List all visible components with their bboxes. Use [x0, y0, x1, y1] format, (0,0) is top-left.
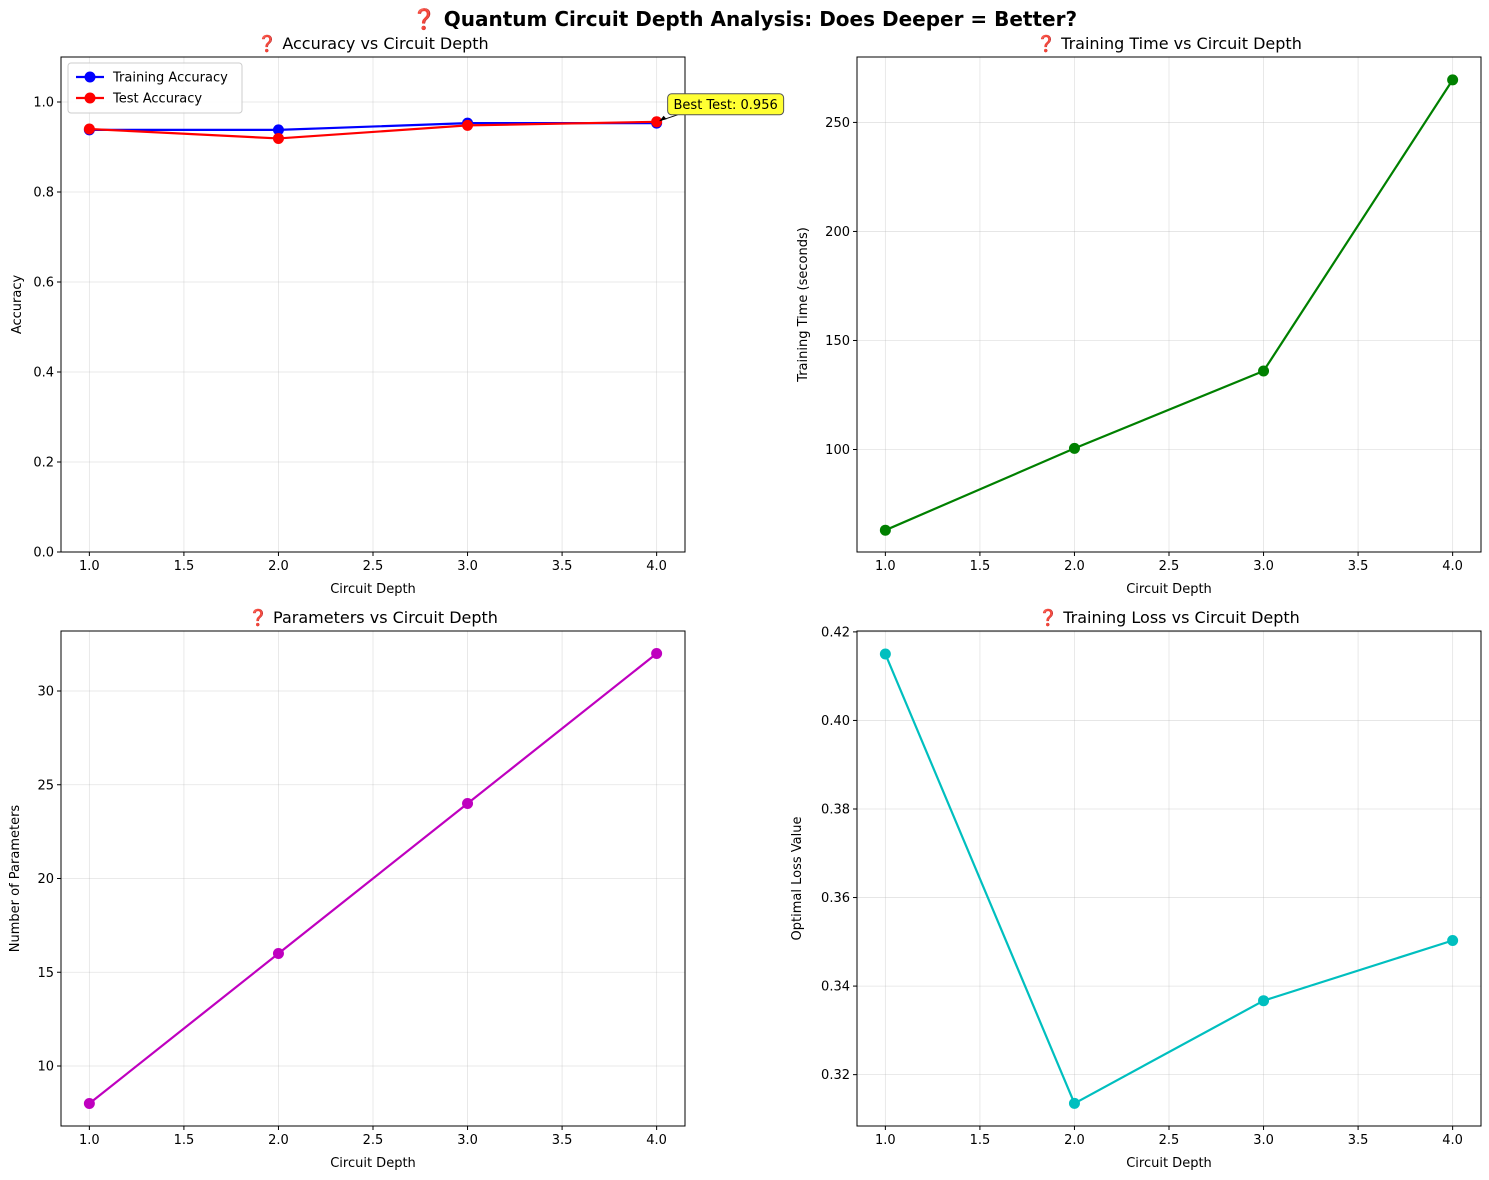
x-tick-label: 1.0: [875, 1133, 896, 1148]
data-point-time-0-0: [879, 524, 891, 536]
y-tick-label: 0.36: [821, 891, 850, 906]
series-line-accuracy-1: [89, 120, 657, 140]
data-point-accuracy-1-1: [272, 132, 284, 144]
chart-title: ❓ Accuracy vs Circuit Depth: [257, 34, 488, 53]
chart-params: 1.0 1.5 2.0 2.5 3.0 3.5 4.0 10 15 20 25 30 ❓ Paramet…: [8, 608, 686, 1171]
y-tick-label: 30: [37, 685, 54, 700]
x-tick-label: 4.0: [646, 1133, 667, 1148]
x-tick-label: 2.0: [1064, 1133, 1085, 1148]
y-tick-label: 0.0: [33, 546, 54, 561]
x-tick-label: 3.0: [1253, 1133, 1274, 1148]
x-tick-label: 2.0: [268, 1133, 289, 1148]
x-tick-label: 2.5: [1159, 1133, 1180, 1148]
legend-marker: [84, 92, 96, 104]
data-point-params-0-2: [462, 798, 474, 809]
data-point-accuracy-1-0: [83, 123, 95, 135]
y-tick-label: 0.42: [821, 625, 850, 640]
chart-title: ❓ Parameters vs Circuit Depth: [248, 608, 498, 627]
series-line-time-0: [884, 79, 1454, 532]
y-tick-label: 20: [37, 872, 54, 887]
y-tick-label: 100: [825, 443, 850, 458]
y-tick-label: 150: [825, 334, 850, 349]
annotation-label: Best Test: 0.956: [674, 98, 778, 113]
x-tick-label: 2.0: [1064, 559, 1085, 574]
data-point-accuracy-1-3: [651, 116, 663, 128]
legend: Training Accuracy Test Accuracy: [67, 62, 243, 114]
chart-loss: 1.0 1.5 2.0 2.5 3.0 3.5 4.0 0.32 0.34 0.36 0.38 0.4…: [790, 608, 1482, 1171]
x-axis-label: Circuit Depth: [330, 1156, 416, 1171]
x-axis-label: Circuit Depth: [330, 582, 416, 597]
x-tick-label: 1.0: [875, 559, 896, 574]
x-tick-label: 1.5: [970, 1133, 991, 1148]
chart-title: ❓ Training Loss vs Circuit Depth: [1038, 608, 1300, 627]
x-tick-label: 1.5: [970, 559, 991, 574]
data-point-loss-0-0: [879, 648, 891, 660]
y-tick-label: 1.0: [33, 96, 54, 111]
data-point-loss-0-1: [1068, 1097, 1080, 1109]
y-tick-label: 0.2: [33, 456, 54, 471]
x-tick-label: 2.5: [363, 559, 384, 574]
y-tick-label: 0.8: [33, 186, 54, 201]
data-point-params-0-1: [272, 948, 284, 959]
y-tick-label: 0.34: [821, 980, 850, 995]
x-tick-label: 1.5: [174, 1133, 195, 1148]
series-line-loss-0: [884, 653, 1453, 1105]
y-tick-label: 10: [37, 1060, 54, 1075]
y-axis-label: Optimal Loss Value: [790, 817, 805, 941]
y-tick-label: 15: [37, 966, 54, 981]
x-tick-label: 4.0: [1442, 1133, 1463, 1148]
chart-accuracy: 1.0 1.5 2.0 2.5 3.0 3.5 4.0 0.0 0.2 0.4 0.6 0.8 1.0 ❓…: [10, 34, 785, 597]
figure-title: ❓ Quantum Circuit Depth Analysis: Does D…: [412, 7, 1077, 31]
x-tick-label: 2.5: [1159, 559, 1180, 574]
series-line-params-0: [88, 652, 658, 1105]
x-tick-label: 1.0: [79, 1133, 100, 1148]
y-axis-label: Number of Parameters: [8, 805, 23, 953]
data-point-time-0-3: [1447, 74, 1459, 86]
y-tick-label: 250: [825, 116, 850, 131]
x-tick-label: 3.0: [457, 559, 478, 574]
y-tick-label: 0.32: [821, 1068, 850, 1083]
data-point-params-0-0: [83, 1098, 95, 1109]
chart-title: ❓ Training Time vs Circuit Depth: [1036, 34, 1302, 53]
x-tick-label: 3.5: [1348, 1133, 1369, 1148]
x-tick-label: 4.0: [1442, 559, 1463, 574]
legend-entry-label: Test Accuracy: [112, 92, 202, 107]
x-tick-label: 3.5: [1348, 559, 1369, 574]
y-tick-label: 25: [37, 778, 54, 793]
y-axis-label: Training Time (seconds): [796, 227, 811, 383]
x-tick-label: 1.5: [174, 559, 195, 574]
x-tick-label: 3.0: [1253, 559, 1274, 574]
legend-box: [67, 62, 243, 114]
x-tick-label: 3.5: [552, 559, 573, 574]
x-tick-label: 4.0: [646, 559, 667, 574]
data-point-time-0-1: [1068, 442, 1080, 454]
y-tick-label: 0.40: [821, 714, 850, 729]
annotation: Best Test: 0.956: [659, 93, 785, 122]
x-tick-label: 3.0: [457, 1133, 478, 1148]
x-axis-label: Circuit Depth: [1126, 1156, 1212, 1171]
y-tick-label: 200: [825, 225, 850, 240]
data-point-loss-0-2: [1258, 995, 1270, 1007]
y-tick-label: 0.6: [33, 276, 54, 291]
annotation-arrowhead: [659, 115, 667, 121]
legend-entry-label: Training Accuracy: [112, 71, 228, 86]
y-tick-label: 0.38: [821, 802, 850, 817]
y-axis-label: Accuracy: [10, 275, 25, 335]
x-tick-label: 1.0: [79, 559, 100, 574]
annotation-box: [667, 93, 785, 116]
legend-marker: [84, 71, 96, 83]
data-point-accuracy-0-1: [272, 124, 284, 136]
data-point-params-0-3: [651, 648, 663, 659]
chart-time: 1.0 1.5 2.0 2.5 3.0 3.5 4.0 100 150 200 250 ❓ Train…: [796, 34, 1482, 597]
x-tick-label: 2.0: [268, 559, 289, 574]
x-tick-label: 2.5: [363, 1133, 384, 1148]
y-tick-label: 0.4: [33, 366, 54, 381]
x-axis-label: Circuit Depth: [1126, 582, 1212, 597]
data-point-time-0-2: [1258, 365, 1270, 377]
x-tick-label: 3.5: [552, 1133, 573, 1148]
data-point-loss-0-3: [1447, 934, 1459, 946]
data-point-accuracy-1-2: [462, 119, 474, 131]
